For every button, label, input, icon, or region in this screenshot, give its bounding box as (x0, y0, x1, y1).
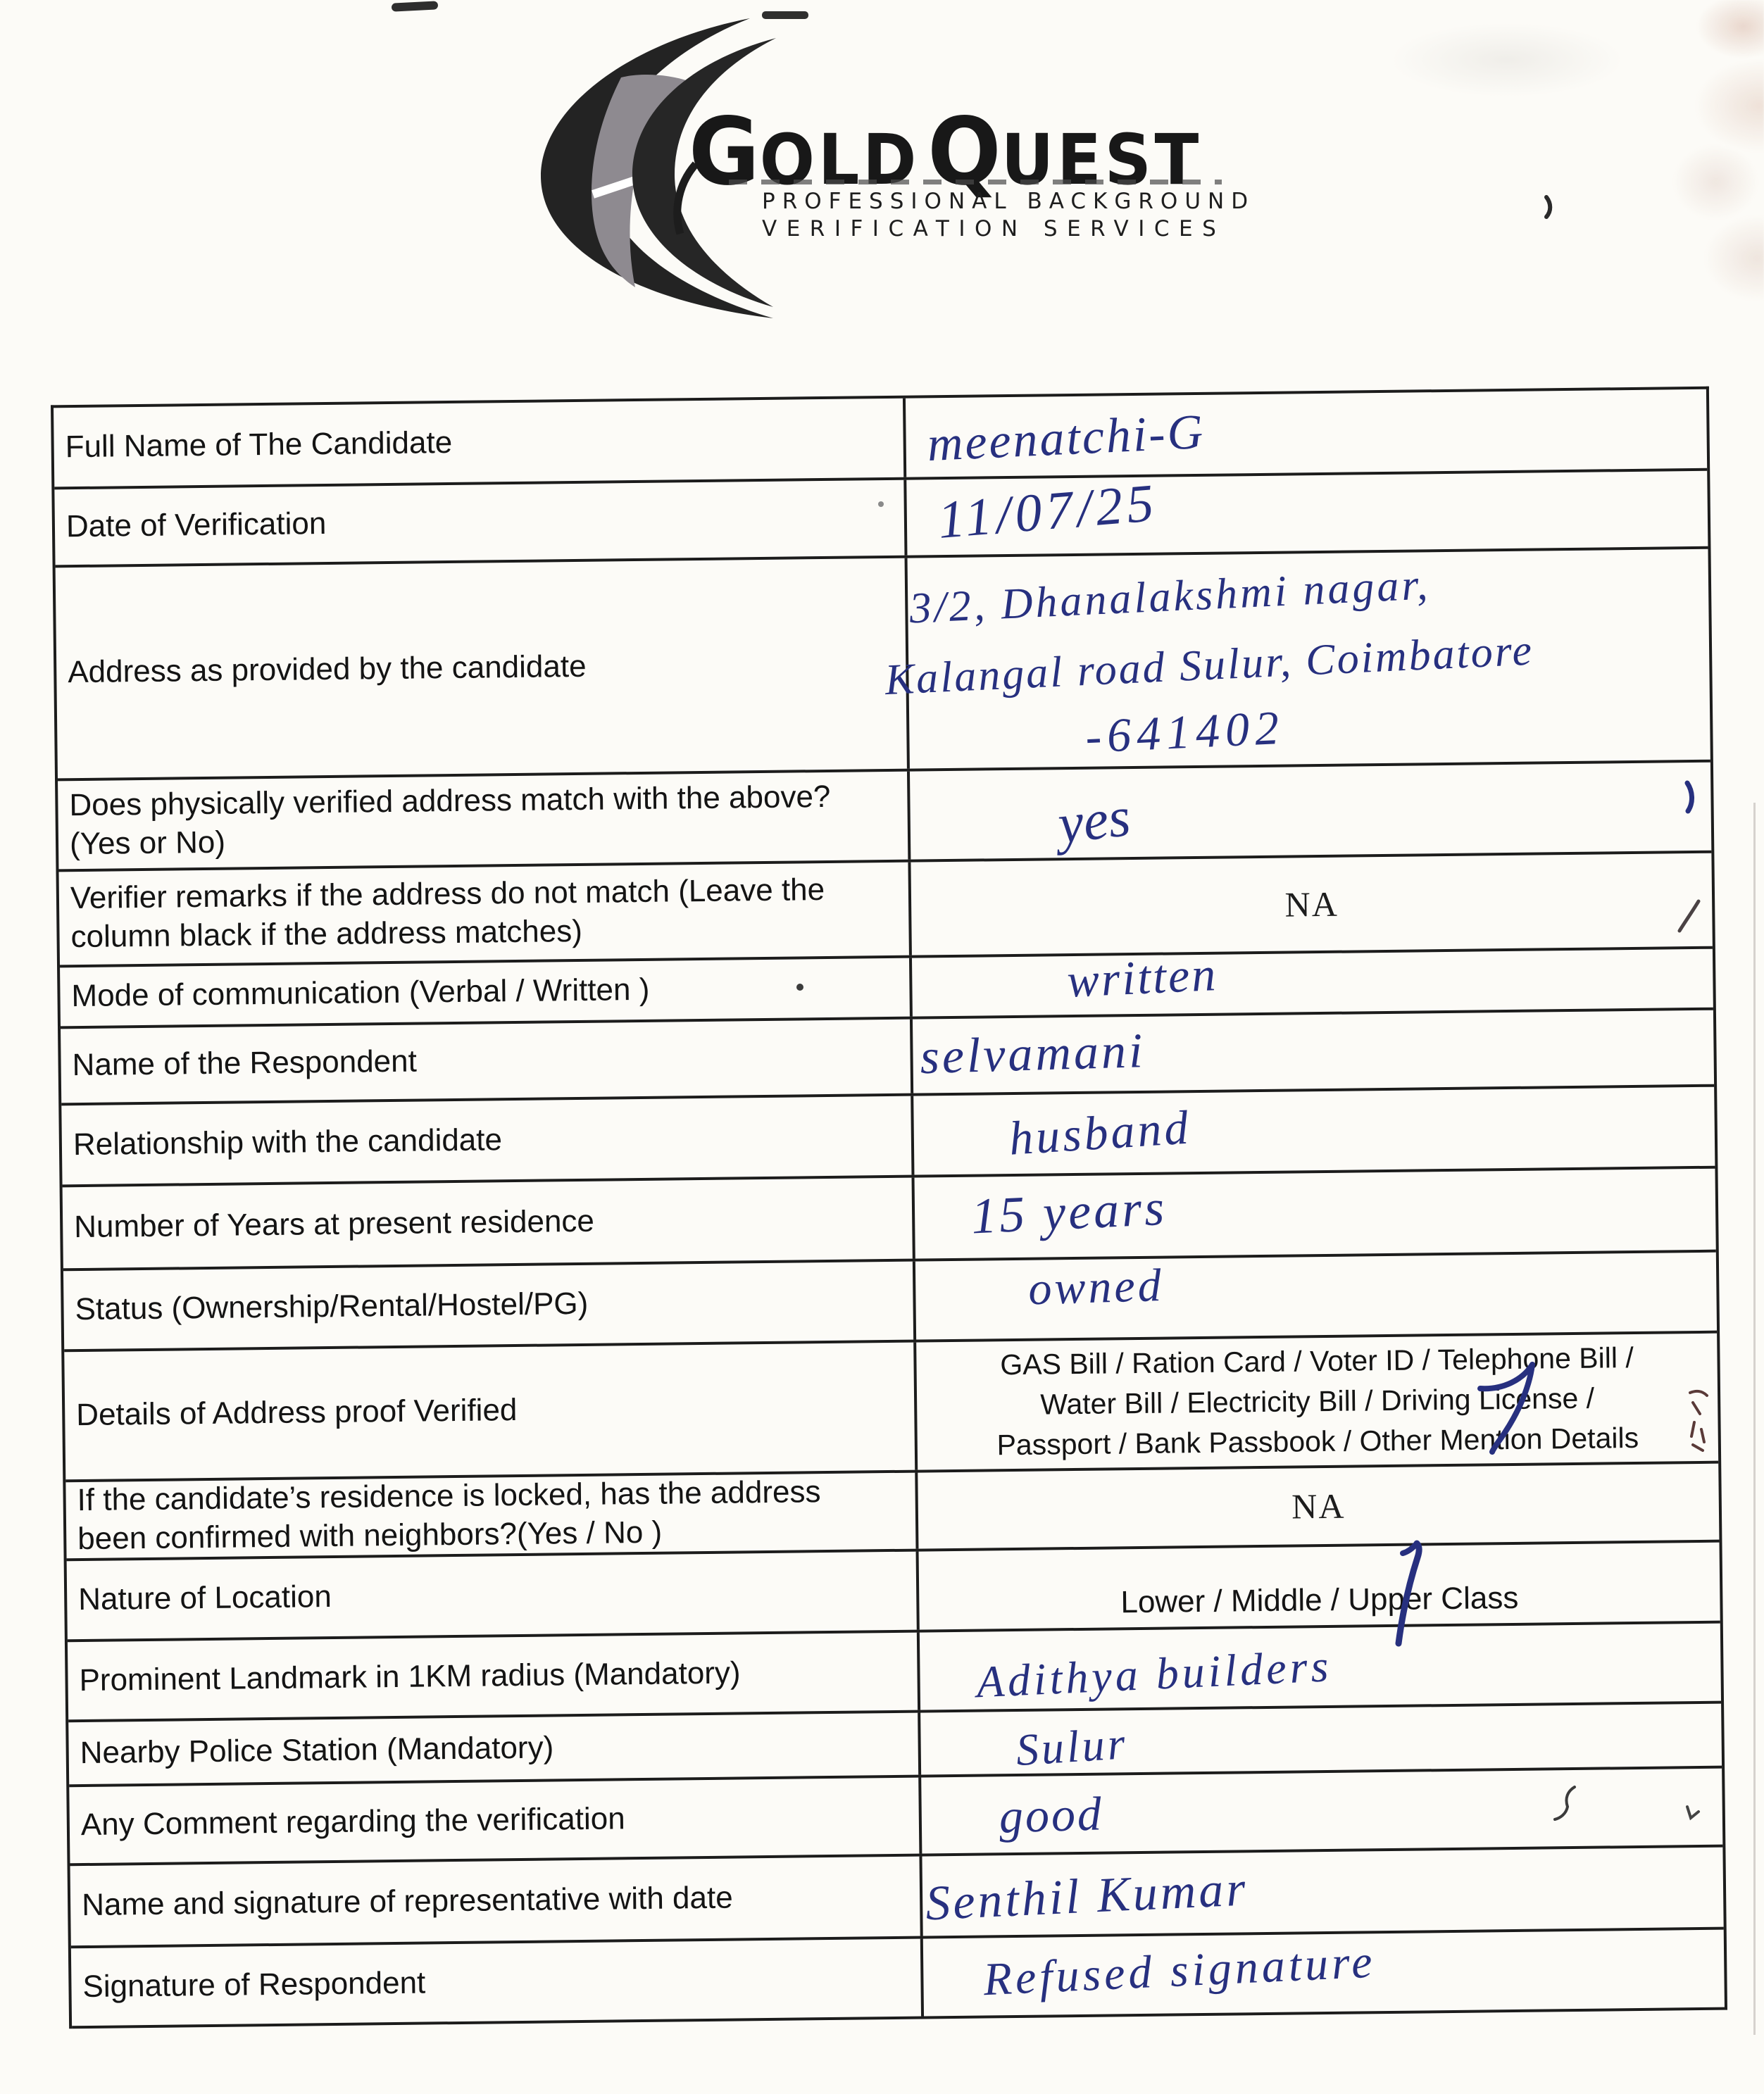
row-label: Number of Years at present residence (73, 1203, 595, 1245)
handwritten-value: 11/07/25 (935, 472, 1161, 550)
typed-value: NA (1291, 1486, 1346, 1526)
brand-letters-old: OLD (759, 120, 920, 201)
crescent-swoosh-icon (541, 11, 808, 318)
row-label: If the candidate’s residence is locked, … (77, 1474, 821, 1557)
scan-mark-artifact (391, 1, 439, 12)
logo-tagline-2: VERIFICATION SERVICES (762, 216, 1226, 242)
logo-tagline-1: PROFESSIONAL BACKGROUND (762, 189, 1256, 214)
row-label: Date of Verification (65, 506, 327, 544)
table-row-address: Address as provided by the candidate 3/2… (55, 548, 1710, 782)
handwritten-value: Sulur (1014, 1718, 1130, 1776)
handwritten-value: owned (1027, 1259, 1165, 1315)
scan-smudge-artifact (1591, 0, 1764, 331)
row-label: Nature of Location (77, 1579, 332, 1617)
row-label: Any Comment regarding the verification (80, 1801, 625, 1842)
brand-wordmark: G OLD Q UEST (689, 106, 1202, 199)
handwritten-value: good (998, 1786, 1104, 1843)
handwritten-value: Adithya builders (975, 1641, 1333, 1707)
handwritten-value: yes (1054, 786, 1134, 856)
handwritten-address-line: -641402 (1084, 700, 1286, 763)
row-label: Does physically verified address match w… (69, 779, 831, 861)
table-row-address-proof: Details of Address proof Verified GAS Bi… (64, 1333, 1719, 1483)
row-label: Mode of communication (Verbal / Written … (71, 972, 650, 1014)
scan-smudge-artifact (1359, 14, 1655, 106)
brand-letter-q: Q (927, 98, 1001, 206)
handwritten-value: husband (1007, 1100, 1193, 1165)
handwritten-value: 15 years (970, 1179, 1168, 1245)
row-label: Relationship with the candidate (73, 1122, 503, 1162)
brand-letter-g: G (689, 98, 760, 206)
handwritten-address-line: Kalangal road Sulur, Coimbatore (884, 626, 1535, 705)
handwritten-value: meenatchi-G (926, 404, 1206, 472)
table-row-verifier-remarks: Verifier remarks if the address do not m… (58, 853, 1713, 968)
handwritten-value: written (1065, 947, 1219, 1008)
handwritten-value: selvamani (919, 1024, 1146, 1085)
row-label: Verifier remarks if the address do not m… (70, 872, 825, 955)
row-label: Name of the Respondent (72, 1043, 418, 1083)
handwritten-address-line: 3/2, Dhanalakshmi nagar, (908, 560, 1432, 633)
handwritten-value: Senthil Kumar (924, 1862, 1250, 1931)
logo-divider (729, 180, 1222, 184)
brand-letters-uest: UEST (1001, 120, 1202, 201)
row-label: Nearby Police Station (Mandatory) (80, 1730, 554, 1770)
row-label: Name and signature of representative wit… (81, 1880, 733, 1923)
row-label: Status (Ownership/Rental/Hostel/PG) (75, 1286, 589, 1327)
brand-logo: G OLD Q UEST PROFESSIONAL BACKGROUND VER… (514, 6, 1275, 322)
row-label: Prominent Landmark in 1KM radius (Mandat… (79, 1655, 741, 1698)
handwritten-value: Refused signature (982, 1936, 1377, 2006)
typed-value: NA (1284, 884, 1339, 924)
scan-edge-line (1753, 803, 1756, 2035)
row-label: Details of Address proof Verified (75, 1393, 518, 1433)
printed-options: GAS Bill / Ration Card / Voter ID / Tele… (996, 1341, 1639, 1462)
row-label: Full Name of The Candidate (65, 425, 453, 464)
row-label: Signature of Respondent (82, 1965, 426, 2004)
verification-form-table: Full Name of The Candidate meenatchi-G D… (50, 386, 1728, 2029)
row-label: Address as provided by the candidate (68, 649, 587, 690)
printed-options: Lower / Middle / Upper Class (1120, 1580, 1519, 1620)
